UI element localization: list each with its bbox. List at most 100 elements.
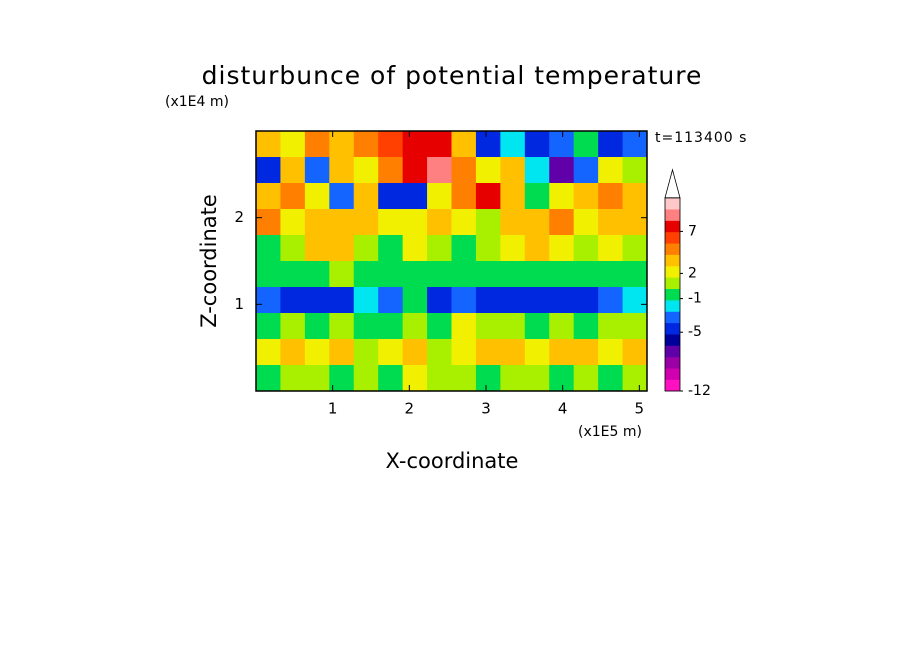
field-cell: [451, 339, 477, 366]
field-cell: [402, 157, 428, 184]
field-cell: [427, 183, 452, 210]
field-cell: [500, 313, 526, 340]
field-cell: [402, 235, 428, 262]
field-cell: [549, 261, 575, 288]
field-cell: [256, 157, 281, 184]
field-cell: [475, 365, 501, 392]
field-cell: [353, 157, 379, 184]
field-cell: [451, 209, 477, 236]
field-cell: [353, 365, 379, 392]
field-cell: [598, 365, 624, 392]
x-tick-label: 1: [328, 400, 338, 418]
field-cell: [549, 235, 575, 262]
colorbar-band: [665, 197, 680, 210]
field-cell: [304, 183, 330, 210]
field-cell: [622, 131, 648, 158]
field-cell: [329, 261, 355, 288]
field-cell: [622, 365, 648, 392]
field-cell: [573, 183, 599, 210]
field-cell: [304, 339, 330, 366]
field-cell: [329, 287, 355, 314]
field-cell: [427, 157, 452, 184]
field-cell: [598, 261, 624, 288]
field-cell: [329, 157, 355, 184]
field-cell: [524, 261, 550, 288]
colorbar-band: [665, 220, 680, 233]
y-tick-label: 1: [234, 295, 244, 313]
field-cell: [353, 261, 379, 288]
field-cell: [256, 131, 281, 158]
field-cell: [451, 261, 477, 288]
field-cell: [304, 261, 330, 288]
field-cell: [622, 313, 648, 340]
field-cell: [280, 183, 306, 210]
field-cell: [451, 131, 477, 158]
field-cell: [524, 287, 550, 314]
field-cell: [304, 209, 330, 236]
field-cell: [402, 287, 428, 314]
field-cell: [378, 183, 404, 210]
field-cell: [451, 235, 477, 262]
field-cell: [353, 235, 379, 262]
field-cell: [256, 235, 281, 262]
colorbar-band: [665, 288, 680, 301]
field-cell: [402, 339, 428, 366]
field-cell: [475, 131, 501, 158]
field-cell: [353, 183, 379, 210]
field-cell: [451, 313, 477, 340]
field-cell: [256, 365, 281, 392]
field-cell: [329, 131, 355, 158]
field-cell: [280, 235, 306, 262]
field-cell: [524, 339, 550, 366]
field-cell: [500, 261, 526, 288]
colorbar-band: [665, 356, 680, 369]
field-cell: [304, 313, 330, 340]
colorbar-tick-label: -12: [688, 383, 711, 399]
colorbar-band: [665, 334, 680, 346]
field-cell: [402, 313, 428, 340]
colorbar-tick-label: 7: [688, 223, 697, 239]
field-cell: [427, 131, 452, 158]
field-cell: [549, 183, 575, 210]
field-cell: [500, 131, 526, 158]
colorbar-band: [665, 265, 680, 278]
field-cell: [598, 235, 624, 262]
field-cell: [549, 287, 575, 314]
field-cell: [378, 157, 404, 184]
x-unit-label: (x1E5 m): [578, 424, 642, 440]
field-cell: [524, 183, 550, 210]
field-cell: [598, 157, 624, 184]
field-cell: [402, 261, 428, 288]
field-cell: [549, 131, 575, 158]
field-cell: [500, 235, 526, 262]
field-cell: [598, 287, 624, 314]
field-cell: [573, 209, 599, 236]
field-cell: [280, 287, 306, 314]
field-cell: [451, 183, 477, 210]
field-cell: [353, 209, 379, 236]
field-cell: [549, 209, 575, 236]
field-cell: [573, 261, 599, 288]
colorbar-band: [665, 231, 680, 244]
field-cell: [427, 365, 452, 392]
field-cell: [622, 287, 648, 314]
colorbar-band: [665, 322, 680, 335]
field-cell: [280, 339, 306, 366]
field-cell: [475, 235, 501, 262]
field-cell: [256, 313, 281, 340]
field-cell: [427, 209, 452, 236]
field-cell: [304, 287, 330, 314]
field-cell: [280, 157, 306, 184]
field-cell: [402, 183, 428, 210]
field-cell: [378, 313, 404, 340]
field-cell: [524, 209, 550, 236]
field-cell: [451, 365, 477, 392]
field-cell: [329, 235, 355, 262]
chart-title: disturbunce of potential temperature: [202, 61, 703, 90]
field-cell: [500, 339, 526, 366]
field-cell: [524, 365, 550, 392]
field-cell: [524, 313, 550, 340]
field-cell: [280, 313, 306, 340]
field-cell: [402, 209, 428, 236]
